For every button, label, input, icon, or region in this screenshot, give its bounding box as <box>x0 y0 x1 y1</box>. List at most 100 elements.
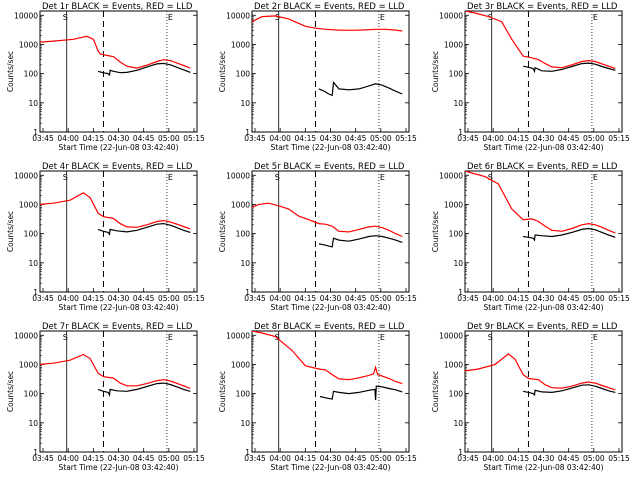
x-tick-label: 04:45 <box>558 294 580 303</box>
y-axis-label: Counts/sec <box>6 51 15 92</box>
x-tick-label: 03:45 <box>457 454 479 463</box>
x-axis-label: Start Time (22-Jun-08 03:42:40) <box>271 143 391 152</box>
start-marker-label: S <box>488 173 493 182</box>
x-tick-label: 04:45 <box>345 134 367 143</box>
series-lld-line <box>465 353 616 391</box>
x-tick-label: 04:15 <box>508 134 530 143</box>
panel-title: Det 4r BLACK = Events, RED = LLD <box>42 162 193 172</box>
series-events-line <box>318 235 403 248</box>
y-tick-label: 1 <box>33 128 38 137</box>
x-axis-label: Start Time (22-Jun-08 03:42:40) <box>484 143 604 152</box>
y-axis-label: Counts/sec <box>218 371 227 412</box>
x-tick-label: 03:45 <box>32 294 54 303</box>
x-tick-label: 03:45 <box>32 454 54 463</box>
x-tick-label: 05:00 <box>583 294 605 303</box>
series-events-line <box>522 384 616 397</box>
x-tick-label: 04:00 <box>269 454 291 463</box>
x-tick-label: 04:30 <box>320 294 342 303</box>
x-tick-label: 04:00 <box>482 294 504 303</box>
x-tick-label: 05:15 <box>608 134 630 143</box>
panel-title: Det 9r BLACK = Events, RED = LLD <box>467 322 618 332</box>
y-tick-label: 10000 <box>226 171 250 180</box>
y-tick-label: 1000 <box>231 40 250 49</box>
x-tick-label: 04:30 <box>108 454 130 463</box>
x-tick-label: 03:45 <box>244 454 266 463</box>
end-marker-label: E <box>168 173 173 182</box>
x-tick-label: 05:15 <box>183 134 205 143</box>
end-marker-label: E <box>168 13 173 22</box>
y-tick-label: 10 <box>28 259 38 268</box>
y-tick-label: 100 <box>24 230 39 239</box>
x-tick-label: 04:30 <box>320 454 342 463</box>
y-axis-label: Counts/sec <box>6 371 15 412</box>
y-tick-label: 10000 <box>226 331 250 340</box>
y-tick-label: 1 <box>458 448 463 457</box>
series-lld-line <box>252 331 403 385</box>
y-axis-label: Counts/sec <box>218 211 227 252</box>
start-marker-label: S <box>488 333 493 342</box>
y-tick-label: 10000 <box>439 11 463 20</box>
end-marker-label: E <box>593 13 598 22</box>
panel-det-9r: Det 9r BLACK = Events, RED = LLD 1 10 100 10… <box>431 322 630 472</box>
end-marker-label: E <box>380 333 385 342</box>
y-tick-label: 1 <box>33 288 38 297</box>
x-tick-label: 04:30 <box>108 294 130 303</box>
series-events-line <box>319 385 403 401</box>
x-tick-label: 03:45 <box>32 134 54 143</box>
y-tick-label: 10000 <box>226 11 250 20</box>
series-lld-line <box>465 11 616 70</box>
y-tick-label: 1 <box>245 448 250 457</box>
y-tick-label: 100 <box>449 70 464 79</box>
x-tick-label: 04:45 <box>133 134 155 143</box>
x-axis-label: Start Time (22-Jun-08 03:42:40) <box>484 303 604 312</box>
panel-det-8r: Det 8r BLACK = Events, RED = LLD 1 10 100 10… <box>218 322 417 472</box>
y-tick-label: 10 <box>28 419 38 428</box>
x-tick-label: 03:45 <box>457 134 479 143</box>
y-tick-label: 1000 <box>444 200 463 209</box>
panel-det-6r: Det 6r BLACK = Events, RED = LLD 1 10 100 10… <box>431 162 630 312</box>
x-axis-label: Start Time (22-Jun-08 03:42:40) <box>59 303 179 312</box>
panel-title: Det 3r BLACK = Events, RED = LLD <box>467 2 618 12</box>
plot-frame <box>39 10 198 133</box>
x-axis-label: Start Time (22-Jun-08 03:42:40) <box>271 303 391 312</box>
x-tick-label: 04:30 <box>533 294 555 303</box>
plot-frame <box>39 330 198 453</box>
y-tick-label: 10 <box>453 419 463 428</box>
x-tick-label: 05:00 <box>158 454 180 463</box>
y-tick-label: 1000 <box>19 360 38 369</box>
y-tick-label: 100 <box>236 230 251 239</box>
series-lld-line <box>465 171 616 234</box>
y-tick-label: 10000 <box>439 331 463 340</box>
series-events-line <box>97 62 191 77</box>
x-tick-label: 04:15 <box>295 454 317 463</box>
y-axis-label: Counts/sec <box>431 211 440 252</box>
x-tick-label: 05:15 <box>395 134 417 143</box>
x-tick-label: 04:30 <box>108 134 130 143</box>
panel-title: Det 5r BLACK = Events, RED = LLD <box>254 162 405 172</box>
end-marker-label: E <box>380 13 385 22</box>
x-tick-label: 05:15 <box>395 294 417 303</box>
panel-det-7r: Det 7r BLACK = Events, RED = LLD 1 10 100 10… <box>6 322 205 472</box>
x-tick-label: 04:15 <box>83 454 105 463</box>
panel-det-5r: Det 5r BLACK = Events, RED = LLD 1 10 100 10… <box>218 162 417 312</box>
y-tick-label: 100 <box>449 230 464 239</box>
panel-title: Det 1r BLACK = Events, RED = LLD <box>42 2 193 12</box>
series-lld-line <box>40 35 191 69</box>
x-tick-label: 05:15 <box>608 294 630 303</box>
panel-title: Det 6r BLACK = Events, RED = LLD <box>467 162 618 172</box>
y-tick-label: 1000 <box>19 200 38 209</box>
y-tick-label: 10000 <box>439 171 463 180</box>
y-tick-label: 100 <box>236 70 251 79</box>
x-tick-label: 04:45 <box>345 294 367 303</box>
x-tick-label: 04:15 <box>508 294 530 303</box>
x-tick-label: 03:45 <box>457 294 479 303</box>
x-tick-label: 04:15 <box>295 294 317 303</box>
end-marker-label: E <box>593 173 598 182</box>
plot-frame <box>251 170 410 293</box>
x-tick-label: 05:00 <box>158 134 180 143</box>
x-tick-label: 04:30 <box>320 134 342 143</box>
panel-title: Det 8r BLACK = Events, RED = LLD <box>254 322 405 332</box>
y-tick-label: 10 <box>28 99 38 108</box>
start-marker-label: S <box>275 13 280 22</box>
